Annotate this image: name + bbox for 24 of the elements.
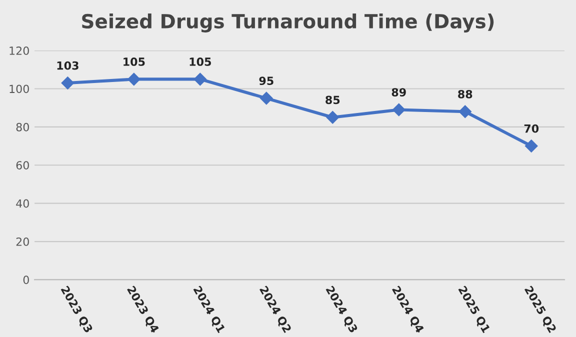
data-label: 85	[326, 96, 340, 104]
point	[61, 76, 74, 90]
data-label: 70	[524, 124, 539, 133]
y-tick-label: 100	[10, 84, 29, 94]
point	[194, 72, 207, 86]
y-tick-label: 20	[16, 237, 29, 246]
y-tick-label: 120	[10, 46, 29, 55]
y-tick-label: 0	[23, 276, 29, 284]
data-label: 103	[57, 61, 78, 70]
point	[128, 72, 140, 86]
point	[392, 103, 406, 116]
data-label: 95	[259, 76, 274, 86]
data-label: 105	[124, 58, 145, 66]
point	[524, 140, 538, 152]
y-tick-label: 60	[16, 161, 29, 170]
chart-title: Seized Drugs Turnaround Time (Days)	[82, 13, 494, 32]
point	[326, 110, 340, 124]
data-label: 89	[392, 88, 406, 96]
y-tick-label: 40	[16, 199, 29, 208]
point	[458, 105, 472, 118]
point	[260, 92, 273, 105]
data-label: 105	[190, 58, 211, 66]
data-label: 88	[458, 90, 472, 98]
y-tick-label: 80	[16, 122, 29, 132]
